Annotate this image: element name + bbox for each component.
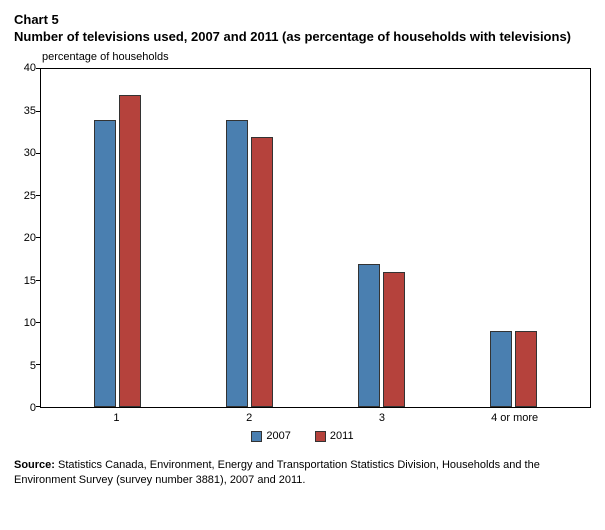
y-tick-mark <box>36 153 41 154</box>
bar <box>358 264 380 408</box>
bar-group <box>226 120 273 407</box>
bar <box>226 120 248 407</box>
y-tick-mark <box>36 406 41 407</box>
chart-number: Chart 5 <box>14 12 591 27</box>
bar <box>94 120 116 407</box>
legend-item: 2007 <box>251 430 290 442</box>
y-tick-mark <box>36 111 41 112</box>
bar <box>119 95 141 408</box>
source-prefix: Source: <box>14 459 55 471</box>
plot-area: 4035302520151050 <box>14 68 591 408</box>
source-note: Source: Statistics Canada, Environment, … <box>14 458 589 487</box>
x-tick-label: 1 <box>50 412 183 424</box>
y-tick-mark <box>36 364 41 365</box>
legend-label: 2007 <box>266 430 290 442</box>
y-axis-title: percentage of households <box>42 51 591 64</box>
y-tick-mark <box>36 237 41 238</box>
legend-swatch <box>251 431 262 442</box>
y-tick-mark <box>36 322 41 323</box>
x-axis-labels: 1234 or more <box>40 408 591 424</box>
legend-swatch <box>315 431 326 442</box>
bar-group <box>94 95 141 408</box>
y-tick-mark <box>36 68 41 69</box>
x-tick-label: 2 <box>183 412 316 424</box>
bar-group <box>490 331 537 407</box>
x-tick-label: 4 or more <box>448 412 581 424</box>
bar <box>383 272 405 407</box>
legend-item: 2011 <box>315 430 354 442</box>
y-axis-ticks: 4035302520151050 <box>14 68 40 408</box>
bar-groups <box>41 69 590 407</box>
legend: 2007 2011 <box>14 430 591 442</box>
bar <box>490 331 512 407</box>
legend-label: 2011 <box>330 430 354 442</box>
y-tick-mark <box>36 280 41 281</box>
bar <box>251 137 273 407</box>
chart-plot <box>40 68 591 408</box>
y-tick-mark <box>36 195 41 196</box>
x-tick-label: 3 <box>316 412 449 424</box>
source-text: Statistics Canada, Environment, Energy a… <box>14 459 540 485</box>
bar <box>515 331 537 407</box>
chart-title: Number of televisions used, 2007 and 201… <box>14 29 574 45</box>
bar-group <box>358 264 405 408</box>
